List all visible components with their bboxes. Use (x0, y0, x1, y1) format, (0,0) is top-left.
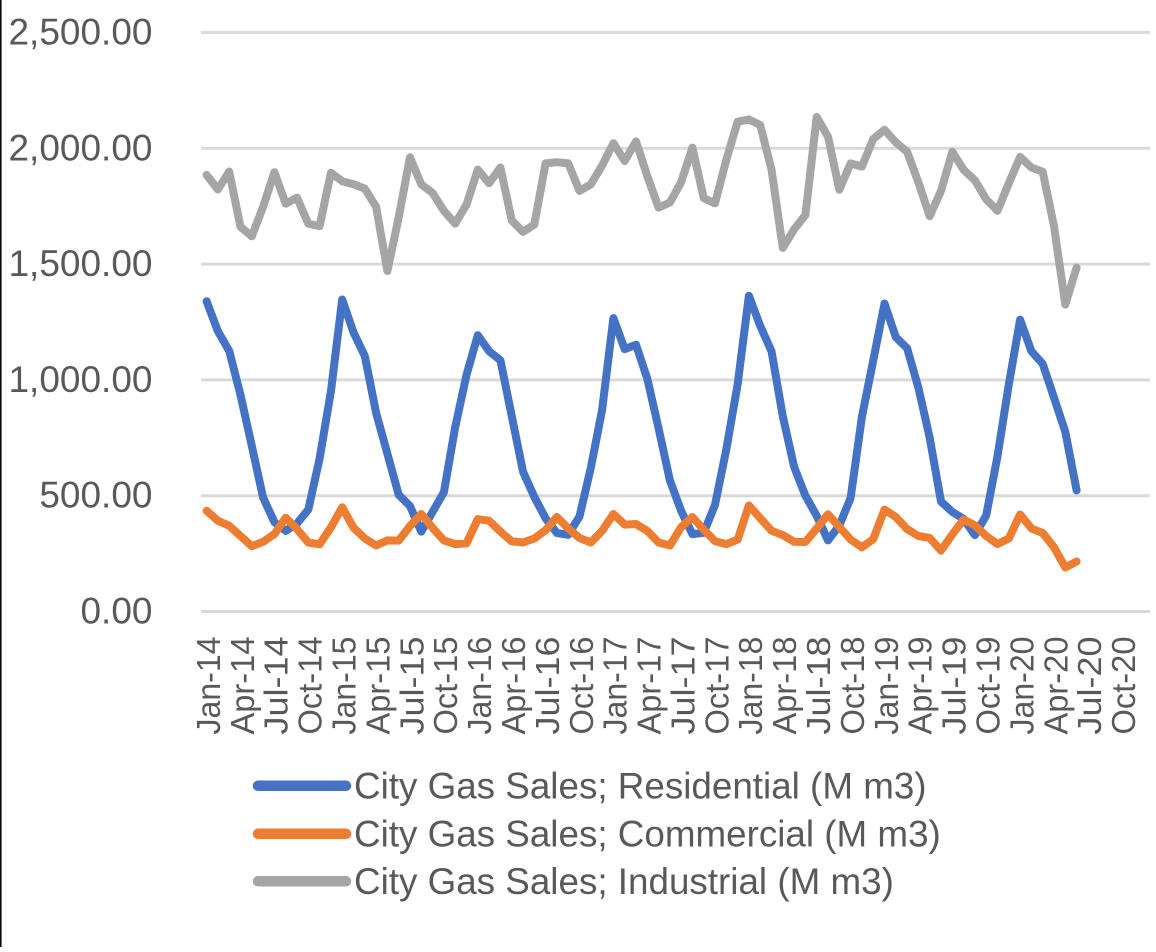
svg-text:Jul-14: Jul-14 (259, 637, 296, 735)
svg-text:Apr-19: Apr-19 (903, 637, 940, 735)
svg-text:Apr-17: Apr-17 (632, 637, 669, 735)
svg-text:Jan-19: Jan-19 (869, 637, 906, 735)
svg-text:Apr-20: Apr-20 (1038, 637, 1075, 735)
svg-text:Apr-14: Apr-14 (225, 637, 262, 735)
svg-text:Jul-16: Jul-16 (530, 637, 567, 735)
svg-text:1,000.00: 1,000.00 (8, 359, 152, 400)
svg-text:Jan-16: Jan-16 (462, 637, 499, 735)
svg-text:City Gas Sales; Commercial (M: City Gas Sales; Commercial (M m3) (354, 813, 941, 854)
svg-text:Jan-17: Jan-17 (598, 637, 635, 735)
svg-text:Jan-20: Jan-20 (1004, 637, 1041, 735)
svg-text:Oct-16: Oct-16 (564, 637, 601, 735)
svg-text:2,000.00: 2,000.00 (8, 127, 152, 168)
svg-text:Apr-16: Apr-16 (496, 637, 533, 735)
svg-text:Oct-19: Oct-19 (971, 637, 1008, 735)
svg-text:Jul-15: Jul-15 (394, 637, 431, 735)
svg-text:500.00: 500.00 (39, 475, 152, 516)
svg-text:Oct-15: Oct-15 (428, 637, 465, 735)
svg-text:Apr-15: Apr-15 (360, 637, 397, 735)
svg-text:Jul-18: Jul-18 (801, 637, 838, 735)
svg-text:0.00: 0.00 (80, 591, 152, 632)
svg-text:2,500.00: 2,500.00 (8, 12, 152, 53)
svg-text:1,500.00: 1,500.00 (8, 243, 152, 284)
svg-text:Jul-20: Jul-20 (1072, 637, 1109, 735)
svg-text:Apr-18: Apr-18 (767, 637, 804, 735)
svg-text:Oct-20: Oct-20 (1106, 637, 1143, 735)
svg-text:Oct-14: Oct-14 (293, 637, 330, 735)
svg-text:Jan-18: Jan-18 (733, 637, 770, 735)
svg-text:Oct-17: Oct-17 (699, 637, 736, 735)
svg-text:Jan-15: Jan-15 (327, 637, 364, 735)
svg-text:City Gas Sales; Industrial (M: City Gas Sales; Industrial (M m3) (354, 861, 894, 902)
svg-text:Oct-18: Oct-18 (835, 637, 872, 735)
svg-text:Jan-14: Jan-14 (191, 637, 228, 735)
svg-text:Jul-17: Jul-17 (665, 637, 702, 735)
svg-text:Jul-19: Jul-19 (937, 637, 974, 735)
svg-text:City Gas Sales; Residential (M: City Gas Sales; Residential (M m3) (354, 765, 927, 806)
